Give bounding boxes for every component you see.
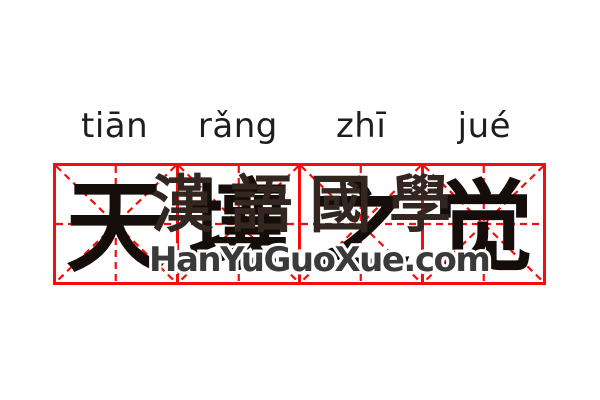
idiom-character-4: 觉	[433, 168, 534, 286]
idiom-character-3: 之	[310, 168, 411, 286]
practice-grid: 天 壤 之	[53, 163, 546, 285]
idiom-character-2: 壤	[188, 168, 289, 286]
mizige-guide-lines	[56, 166, 176, 282]
grid-cell-1: 天	[56, 166, 179, 282]
grid-cell-4: 觉	[423, 166, 543, 286]
pinyin-syllable-2: rǎng	[197, 105, 278, 146]
idiom-character-1: 天	[65, 168, 166, 286]
pinyin-syllable-1: tiān	[81, 105, 149, 146]
mizige-guide-lines	[178, 166, 298, 282]
mizige-guide-lines	[423, 166, 543, 282]
mizige-guide-lines	[301, 166, 421, 282]
pinyin-syllable-4: jué	[457, 105, 512, 146]
grid-cell-3: 之	[301, 166, 424, 282]
grid-cell-2: 壤	[178, 166, 301, 286]
pinyin-syllable-3: zhī	[335, 105, 387, 146]
watermark-url: HanYuGuoXue.com	[146, 240, 494, 280]
pinyin-row: tiān rǎng zhī jué	[53, 98, 546, 148]
